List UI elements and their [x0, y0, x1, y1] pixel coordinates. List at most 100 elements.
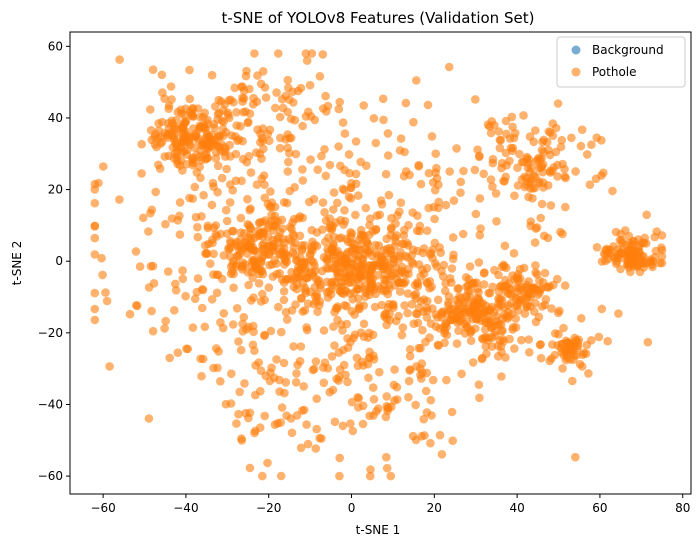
scatter-point	[173, 216, 183, 225]
scatter-point	[207, 295, 217, 304]
scatter-point	[216, 377, 225, 386]
scatter-point	[551, 329, 560, 338]
scatter-point	[351, 137, 361, 146]
scatter-point	[214, 95, 224, 105]
scatter-point	[132, 301, 141, 310]
scatter-point	[485, 122, 494, 131]
scatter-point	[275, 269, 285, 278]
scatter-point	[248, 340, 258, 350]
scatter-point	[287, 428, 297, 438]
scatter-point	[203, 115, 212, 125]
scatter-point	[256, 79, 266, 89]
scatter-point	[275, 112, 285, 122]
scatter-point	[594, 332, 604, 342]
scatter-point	[196, 354, 205, 364]
scatter-point	[231, 149, 241, 159]
scatter-point	[229, 226, 238, 236]
scatter-point	[411, 309, 421, 318]
scatter-point	[320, 208, 329, 217]
scatter-point	[352, 353, 362, 363]
scatter-point	[99, 162, 108, 171]
scatter-point	[201, 155, 210, 164]
scatter-point	[486, 175, 496, 184]
scatter-point	[213, 109, 223, 119]
scatter-point	[597, 136, 606, 145]
scatter-point	[529, 284, 539, 294]
scatter-point	[335, 453, 345, 463]
scatter-point	[382, 463, 392, 473]
scatter-point	[243, 194, 252, 204]
scatter-point	[508, 271, 517, 280]
scatter-point	[502, 263, 511, 273]
scatter-point	[382, 392, 392, 401]
scatter-point	[343, 343, 353, 352]
scatter-point	[245, 463, 255, 473]
scatter-point	[311, 444, 321, 453]
scatter-point	[462, 282, 471, 291]
scatter-point	[389, 258, 398, 268]
scatter-point	[428, 375, 438, 385]
scatter-point	[403, 289, 413, 298]
legend-label-pothole: Pothole	[592, 65, 637, 79]
scatter-point	[321, 91, 330, 101]
x-tick-label: 80	[675, 501, 690, 515]
scatter-point	[285, 133, 294, 143]
scatter-point	[346, 183, 356, 193]
scatter-point	[500, 241, 510, 251]
scatter-point	[183, 344, 193, 354]
scatter-point	[541, 295, 551, 304]
scatter-point	[330, 417, 340, 427]
scatter-point	[217, 173, 227, 183]
scatter-point	[237, 246, 247, 255]
scatter-point	[348, 426, 358, 436]
scatter-point	[417, 374, 426, 383]
scatter-point	[298, 121, 307, 131]
scatter-point	[317, 151, 326, 161]
scatter-point	[288, 87, 297, 96]
scatter-point	[456, 177, 466, 187]
scatter-point	[115, 55, 124, 64]
scatter-point	[236, 213, 246, 223]
scatter-point	[277, 403, 287, 412]
scatter-point	[454, 326, 463, 336]
scatter-point	[475, 393, 484, 403]
scatter-point	[474, 258, 484, 267]
scatter-point	[265, 376, 275, 386]
scatter-point	[510, 128, 520, 138]
scatter-point	[203, 223, 213, 233]
scatter-point	[475, 152, 484, 162]
scatter-point	[657, 252, 667, 261]
scatter-point	[221, 128, 231, 137]
scatter-point	[418, 248, 428, 258]
scatter-point	[305, 197, 314, 207]
scatter-point	[377, 300, 387, 310]
scatter-point	[340, 129, 350, 138]
scatter-point	[139, 213, 148, 223]
scatter-point	[535, 340, 545, 350]
scatter-point	[282, 315, 292, 324]
scatter-point	[502, 161, 511, 170]
scatter-point	[331, 247, 340, 257]
scatter-point	[441, 200, 451, 210]
scatter-point	[244, 151, 254, 161]
scatter-point	[371, 225, 381, 235]
scatter-point	[433, 313, 442, 322]
scatter-point	[341, 370, 350, 380]
scatter-point	[427, 132, 437, 141]
scatter-point	[335, 97, 345, 107]
scatter-point	[200, 322, 210, 332]
scatter-point	[297, 246, 307, 255]
scatter-point	[356, 157, 366, 167]
scatter-point	[585, 180, 595, 189]
scatter-point	[287, 236, 296, 246]
scatter-point	[587, 336, 596, 345]
scatter-point	[353, 191, 363, 200]
scatter-point	[539, 147, 548, 157]
scatter-point	[236, 345, 246, 355]
scatter-point	[508, 146, 517, 156]
scatter-point	[245, 84, 254, 94]
scatter-point	[397, 330, 407, 340]
scatter-point	[416, 364, 425, 373]
scatter-point	[160, 324, 169, 333]
scatter-point	[260, 411, 270, 421]
